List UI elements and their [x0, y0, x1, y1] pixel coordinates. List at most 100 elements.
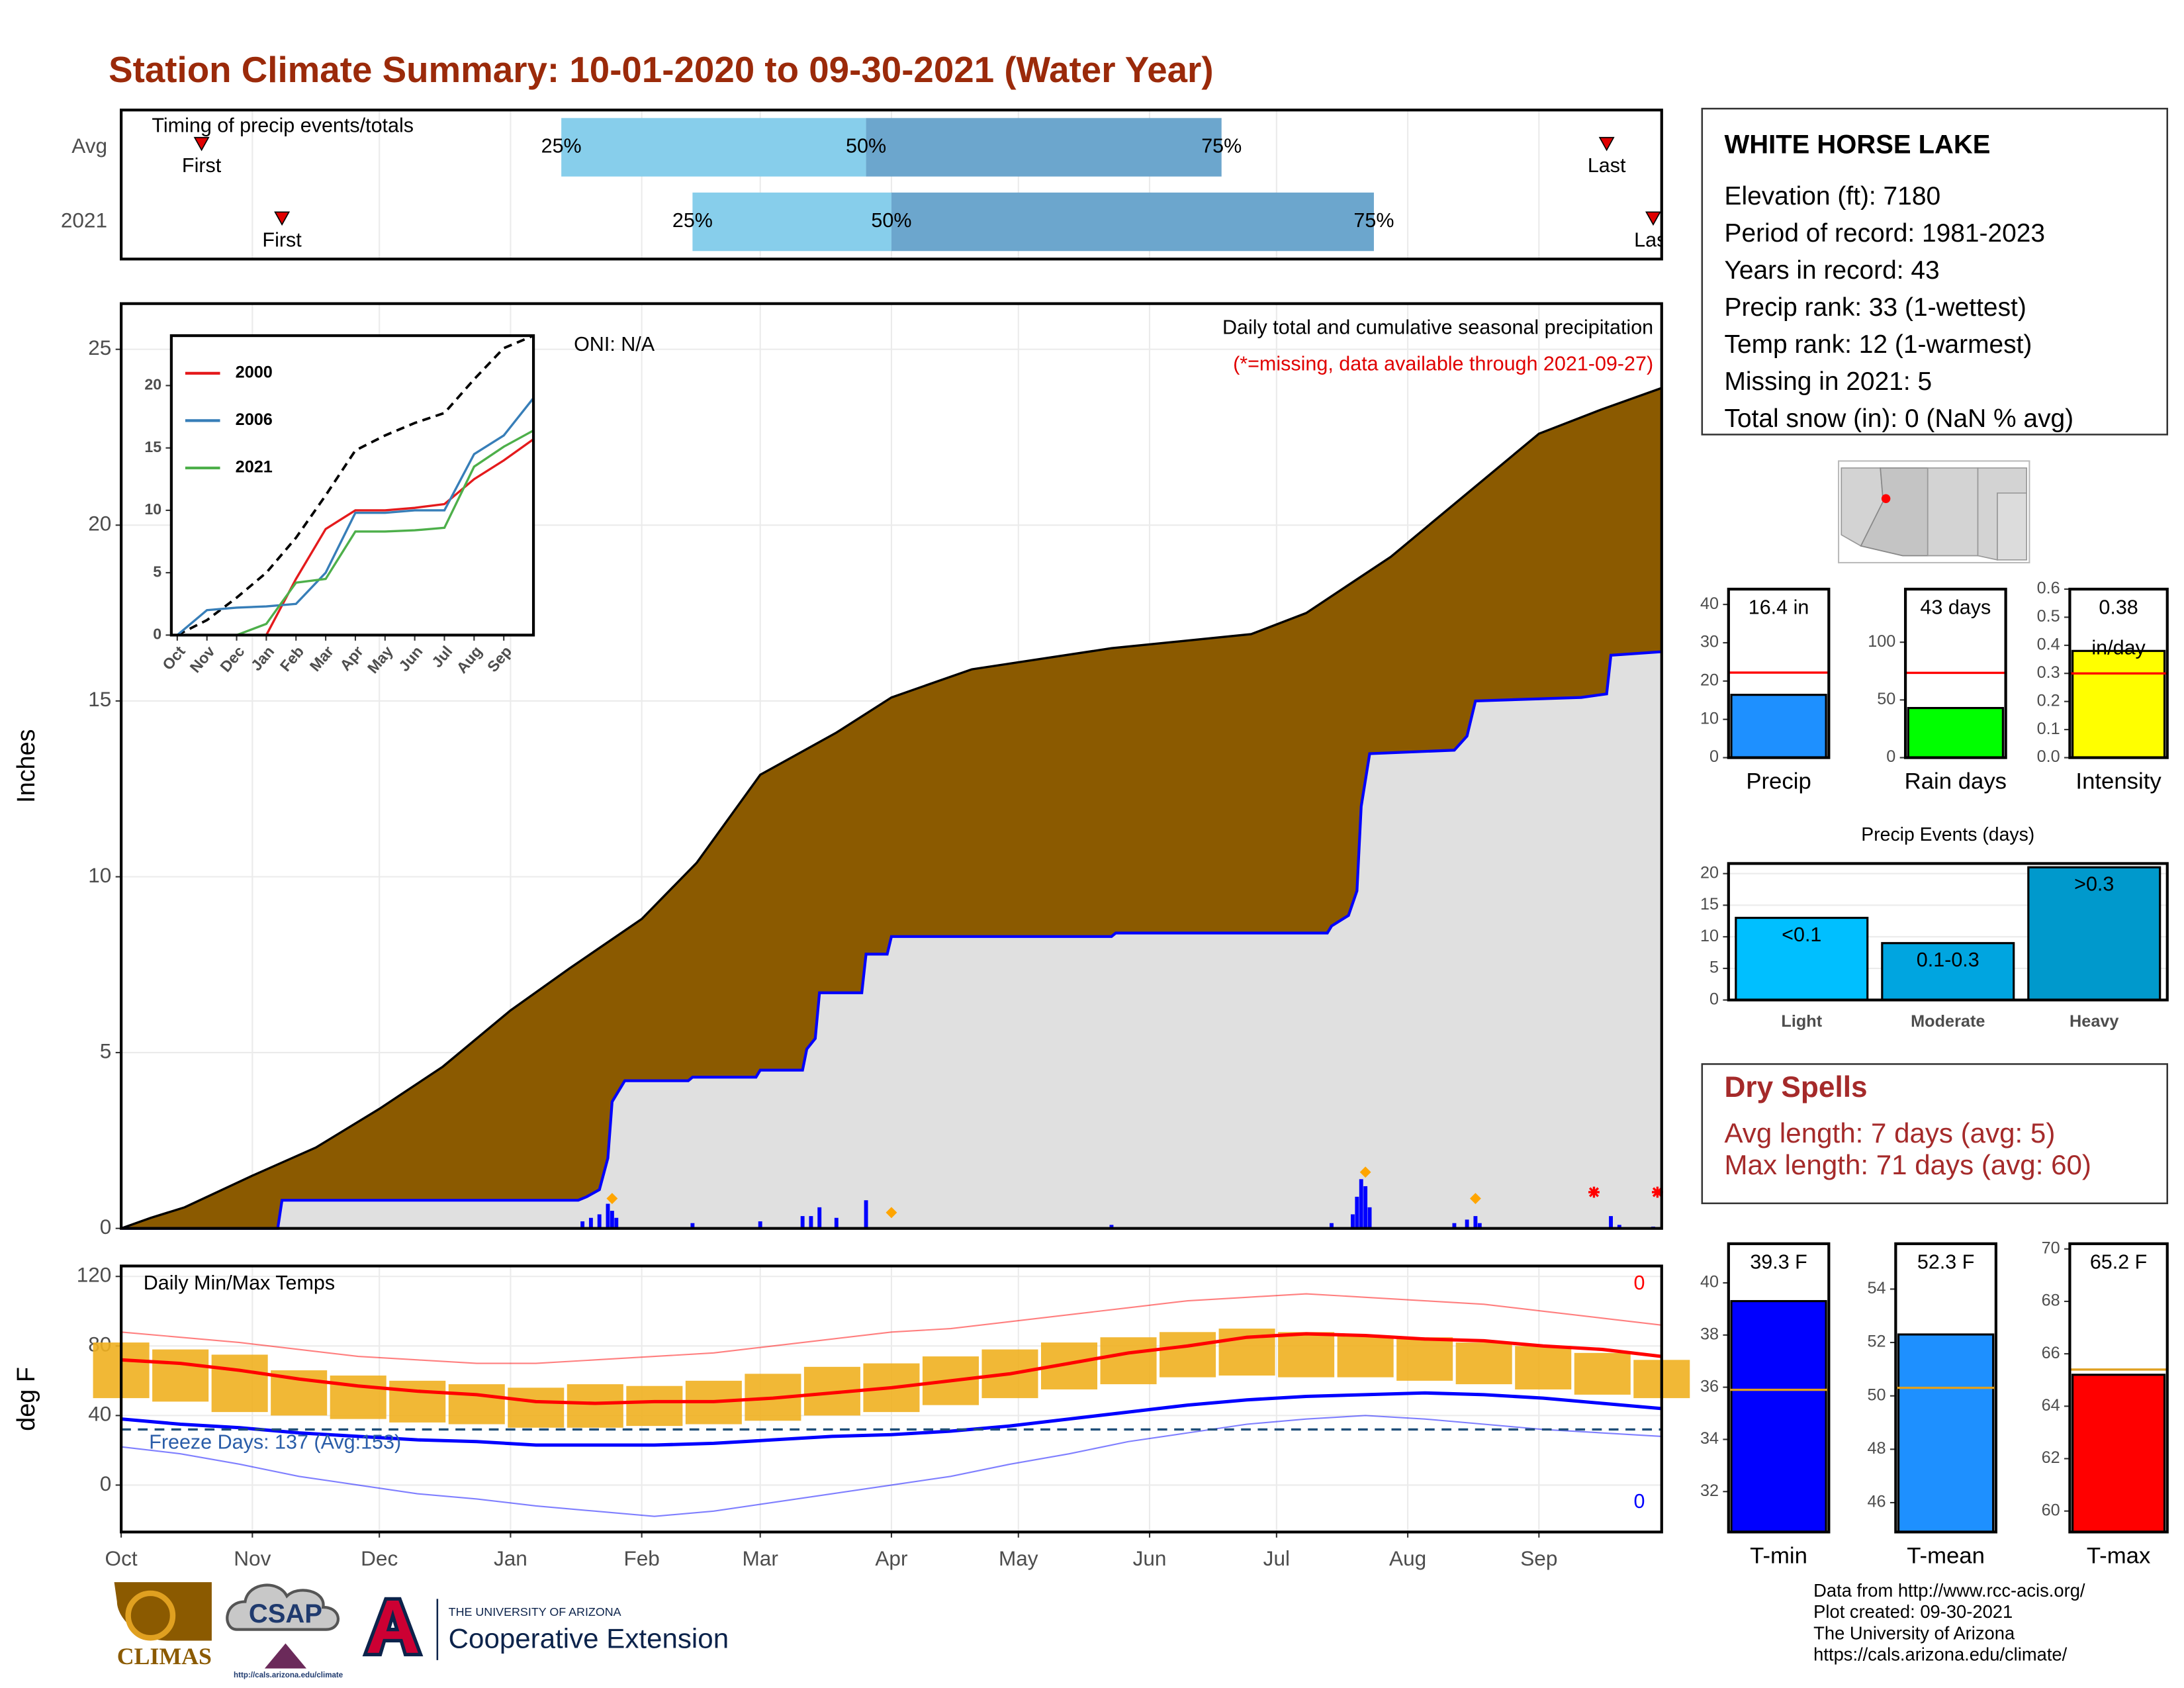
panel-title: Timing of precip events/totals — [152, 115, 414, 137]
y-tick-label: 15 — [88, 687, 111, 711]
daily-range-bar — [1337, 1335, 1394, 1378]
y-axis-label: deg F — [13, 1367, 40, 1431]
daily-bar — [834, 1217, 839, 1229]
x-tick-label: Jun — [1133, 1546, 1167, 1570]
timing-rows: 25% 50% 75% First Last 25% 50% 75% First Last — [182, 118, 1662, 252]
daily-range-bar — [1515, 1346, 1572, 1389]
quantile-label: 75% — [1201, 135, 1242, 158]
y-tick-label: 5 — [100, 1039, 112, 1062]
series-line — [265, 438, 535, 636]
daily-bar — [809, 1216, 813, 1229]
y-tick-label: 0.0 — [2037, 747, 2060, 766]
series-line — [176, 397, 535, 636]
climas-logo — [125, 1590, 176, 1641]
event-diamond — [1469, 1193, 1481, 1204]
daily-bar — [1452, 1223, 1457, 1229]
daily-bar — [606, 1203, 610, 1229]
daily-range-bar — [626, 1385, 683, 1427]
x-axis-label: T-max — [2087, 1543, 2150, 1568]
quantile-label: 50% — [846, 135, 886, 158]
x-tick-label: Feb — [623, 1546, 659, 1570]
station-box — [1701, 107, 2169, 436]
chart-subtitle: (*=missing, data available through 2021-… — [1233, 352, 1653, 375]
daily-bar — [1477, 1223, 1482, 1229]
legend-label: 2000 — [236, 363, 273, 382]
y-tick-label: 40 — [1700, 1273, 1719, 1291]
plot-background — [171, 336, 534, 635]
x-tick-label: Nov — [234, 1546, 271, 1570]
x-tick-label: Jul — [1263, 1546, 1290, 1570]
daily-range-bar — [1100, 1337, 1157, 1385]
y-tick-label: 52 — [1868, 1333, 1886, 1351]
y-tick-label: 60 — [2042, 1501, 2060, 1519]
quantile-bar — [866, 118, 1222, 177]
y-tick-label: 36 — [1700, 1377, 1719, 1395]
daily-bar — [1109, 1225, 1114, 1229]
bar — [1907, 706, 2004, 759]
y-tick-label: 0.6 — [2037, 579, 2060, 598]
cumulative-line — [121, 650, 1662, 1230]
y-tick-label: 46 — [1868, 1493, 1886, 1511]
y-tick-label: 62 — [2042, 1448, 2060, 1467]
y-tick-label: 70 — [2042, 1239, 2060, 1257]
y-tick-label: 15 — [144, 438, 161, 455]
station-name: WHITE HORSE LAKE — [1724, 130, 1990, 159]
x-tick-label: Mar — [743, 1546, 778, 1570]
dry-spells-line: Max length: 71 days (avg: 60) — [1724, 1149, 2091, 1180]
x-tick-label: Sep — [1520, 1546, 1557, 1570]
daily-range-bar — [211, 1354, 268, 1413]
y-tick-label: 40 — [1700, 594, 1719, 613]
extension-text: Cooperative Extension — [449, 1623, 729, 1654]
daily-range-bar — [508, 1387, 565, 1428]
bar — [2071, 1374, 2166, 1533]
daily-bar — [614, 1217, 619, 1229]
bin-label: 0.1-0.3 — [1917, 949, 1979, 971]
daily-bar — [597, 1214, 602, 1229]
bin-label: >0.3 — [2074, 873, 2114, 896]
series-line — [176, 334, 534, 637]
y-tick-label: 10 — [1700, 709, 1719, 727]
daily-range-bar — [448, 1384, 505, 1425]
y-tick-label: 0 — [153, 626, 161, 643]
y-tick-label: 0.5 — [2037, 607, 2060, 626]
dry-spells-title: Dry Spells — [1724, 1071, 1867, 1103]
event-marker — [1598, 136, 1615, 152]
last-label: Last — [1588, 154, 1626, 177]
y-tick-label: 0 — [1709, 990, 1719, 1008]
logos: CLIMAS CSAP http://cals.arizona.edu/clim… — [114, 1582, 729, 1679]
daily-range-bar — [1574, 1352, 1631, 1395]
y-tick-label: Avg — [71, 134, 107, 158]
plot-frame — [169, 334, 535, 637]
daily-bar — [1465, 1219, 1469, 1229]
event-marker — [1645, 211, 1661, 226]
y-tick-label: 50 — [1877, 690, 1895, 708]
page-title: Station Climate Summary: 10-01-2020 to 0… — [109, 49, 1213, 90]
quantile-label: 50% — [871, 209, 911, 232]
station-location — [1881, 494, 1891, 503]
y-tick-label: 2021 — [61, 208, 107, 232]
y-tick-label: 48 — [1868, 1439, 1886, 1458]
ua-logo — [362, 1597, 424, 1657]
quantile-label: 25% — [541, 135, 582, 158]
y-tick-label: 10 — [88, 863, 111, 887]
record-max-line — [121, 1293, 1662, 1364]
y-tick-label: 100 — [1868, 632, 1895, 651]
y-tick-label: 20 — [1700, 863, 1719, 882]
station-line: Missing in 2021: 5 — [1724, 367, 1932, 396]
missing-marker — [1588, 1186, 1600, 1198]
y-tick-label: 10 — [1700, 927, 1719, 945]
y-tick-label: 5 — [1709, 959, 1719, 977]
x-tick-label: Heavy — [2070, 1012, 2118, 1031]
daily-bar — [1609, 1216, 1613, 1229]
daily-range-bar — [1278, 1332, 1335, 1378]
avg-max-line — [120, 1332, 1662, 1405]
daily-bar — [1351, 1214, 1355, 1229]
unit-label: in/day — [2091, 637, 2146, 659]
record-count: 0 — [1634, 1272, 1645, 1294]
value-label: 65.2 F — [2090, 1250, 2147, 1273]
first-label: First — [182, 154, 222, 177]
chart-title: Precip Events (days) — [1861, 824, 2034, 845]
csap-text: CSAP — [249, 1599, 322, 1628]
daily-range-bar — [389, 1380, 446, 1423]
station-line: Period of record: 1981-2023 — [1724, 219, 2045, 248]
